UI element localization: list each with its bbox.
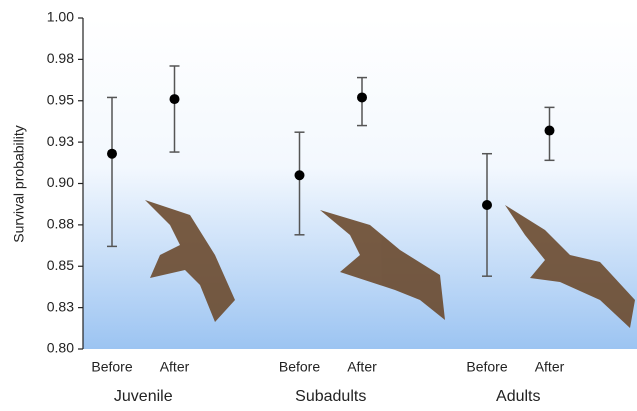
x-tick-label: After: [535, 359, 565, 375]
x-tick-label: Before: [279, 359, 320, 375]
y-tick-label: 0.80: [47, 340, 74, 356]
bird-illustrations: [145, 200, 635, 328]
y-tick-label: 0.95: [47, 91, 74, 107]
group-label: Juvenile: [114, 388, 173, 405]
point: [294, 170, 305, 181]
x-tick-label: After: [160, 359, 190, 375]
plot-background: [83, 18, 637, 349]
point: [169, 94, 180, 105]
point: [482, 200, 492, 211]
y-tick-label: 0.98: [47, 50, 74, 66]
point: [357, 92, 367, 103]
y-tick-label: 0.88: [47, 216, 74, 232]
group-label: Adults: [496, 388, 540, 405]
x-tick-label: After: [347, 359, 377, 375]
group-label: Subadults: [295, 388, 366, 405]
y-tick-label: 0.85: [47, 257, 74, 273]
y-axis-title: Survival probability: [11, 125, 27, 243]
x-tick-label: Before: [91, 359, 132, 375]
point: [544, 125, 555, 136]
y-tick-label: 0.90: [47, 174, 74, 190]
y-tick-label: 1.00: [47, 9, 74, 25]
y-tick-label: 0.83: [47, 298, 74, 314]
y-tick-label: 0.93: [47, 133, 74, 149]
x-tick-label: Before: [466, 359, 507, 375]
point: [107, 148, 117, 159]
